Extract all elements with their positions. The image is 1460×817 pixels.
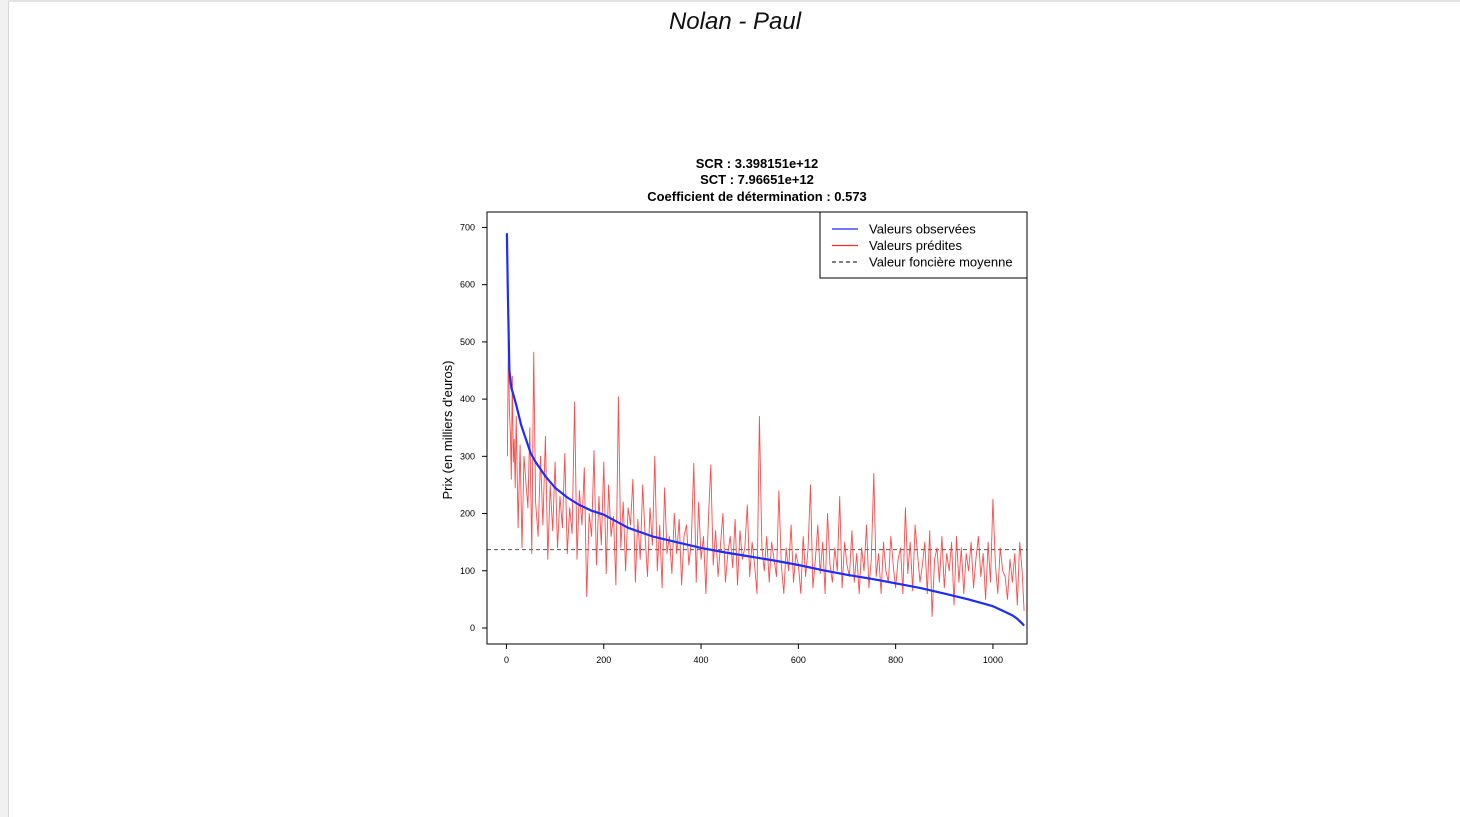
x-tick-label: 200: [596, 655, 611, 665]
y-axis-label: Prix (en milliers d'euros): [440, 360, 455, 499]
legend-label: Valeurs observées: [869, 222, 976, 237]
y-tick-label: 700: [460, 222, 475, 232]
y-tick-label: 500: [460, 337, 475, 347]
x-tick-label: 800: [888, 655, 903, 665]
y-tick-label: 100: [460, 566, 475, 576]
series-line-predicted: [506, 338, 1025, 617]
y-tick-label: 200: [460, 509, 475, 519]
plot-frame: [486, 211, 1028, 645]
x-tick-label: 400: [694, 655, 709, 665]
x-tick-label: 1000: [983, 655, 1003, 665]
legend-label: Valeurs prédites: [869, 238, 962, 253]
legend-label: Valeur foncière moyenne: [869, 255, 1013, 270]
window-left-gutter: [0, 0, 9, 817]
y-tick-label: 600: [460, 280, 475, 290]
x-tick-label: 600: [791, 655, 806, 665]
page-header: Nolan - Paul: [668, 8, 802, 35]
chart-title-line-3: Coefficient de détermination : 0.573: [647, 189, 867, 204]
y-tick-label: 300: [460, 451, 475, 461]
y-tick-label: 400: [460, 394, 475, 404]
chart-title-line-2: SCT : 7.96651e+12: [700, 172, 814, 187]
chart-title-line-1: SCR : 3.398151e+12: [696, 156, 819, 171]
top-divider: [8, 0, 1460, 2]
y-tick-label: 0: [470, 623, 475, 633]
series-line-observed: [505, 233, 1025, 627]
x-tick-label: 0: [504, 655, 509, 665]
